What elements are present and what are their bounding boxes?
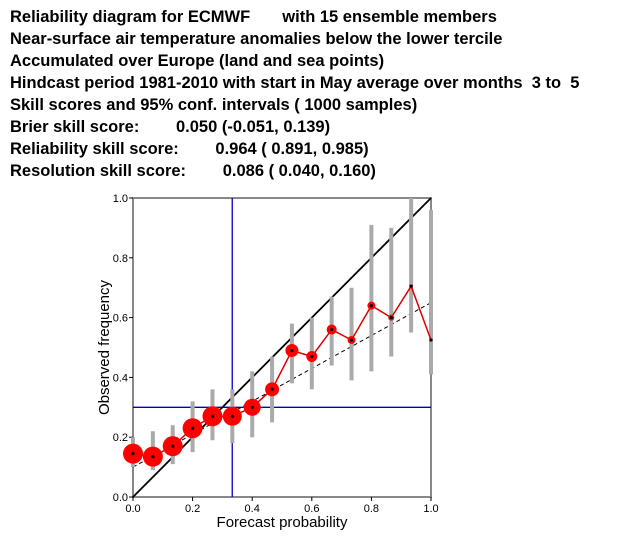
reliability-point-center	[171, 444, 175, 448]
reliability-point-center	[230, 414, 234, 418]
reliability-point-center	[290, 348, 294, 353]
reliability-skill-score: Reliability skill score: 0.964 ( 0.891, …	[10, 140, 369, 158]
reliability-point-center	[369, 304, 373, 308]
region-description: Accumulated over Europe (land and sea po…	[10, 52, 385, 70]
x-tick-label: 0.0	[125, 503, 140, 515]
x-axis-title: Forecast probability	[217, 514, 348, 531]
x-tick-label: 0.4	[245, 503, 260, 515]
reliability-point-center	[270, 387, 274, 391]
chart-header: Reliability diagram for ECMWF with 15 en…	[10, 6, 579, 182]
reliability-point-center	[210, 414, 215, 418]
y-axis-title: Observed frequency	[96, 279, 113, 415]
reliability-point-center	[409, 284, 413, 288]
y-tick-label: 0.8	[113, 253, 128, 265]
x-tick-label: 0.2	[185, 503, 200, 515]
reliability-point-center	[389, 316, 393, 320]
reliability-point-center	[310, 354, 314, 359]
reliability-point-center	[330, 327, 334, 332]
y-tick-label: 0.4	[113, 372, 128, 384]
x-tick-label: 0.6	[304, 503, 319, 515]
regression-line	[132, 302, 432, 468]
y-tick-label: 1.0	[113, 193, 128, 205]
reliability-point-center	[131, 452, 135, 456]
resolution-skill-score: Resolution skill score: 0.086 ( 0.040, 0…	[10, 162, 376, 180]
reliability-point-center	[250, 405, 254, 409]
reliability-point-center	[191, 426, 195, 430]
reliability-point-center	[349, 338, 354, 342]
y-tick-label: 0.2	[113, 432, 128, 444]
reliability-point-center	[151, 455, 155, 459]
reliability-point-center	[429, 338, 433, 342]
y-tick-label: 0.0	[113, 492, 128, 504]
reliability-curve	[132, 284, 432, 458]
chart-title: Reliability diagram for ECMWF with 15 en…	[10, 8, 497, 26]
x-tick-label: 1.0	[423, 503, 438, 515]
variable-description: Near-surface air temperature anomalies b…	[10, 30, 503, 48]
brier-skill-score: Brier skill score: 0.050 (-0.051, 0.139)	[10, 118, 331, 136]
hindcast-period: Hindcast period 1981-2010 with start in …	[10, 74, 580, 92]
y-tick-label: 0.6	[113, 313, 128, 325]
x-tick-label: 0.8	[364, 503, 379, 515]
skill-scores-heading: Skill scores and 95% conf. intervals ( 1…	[10, 96, 418, 114]
